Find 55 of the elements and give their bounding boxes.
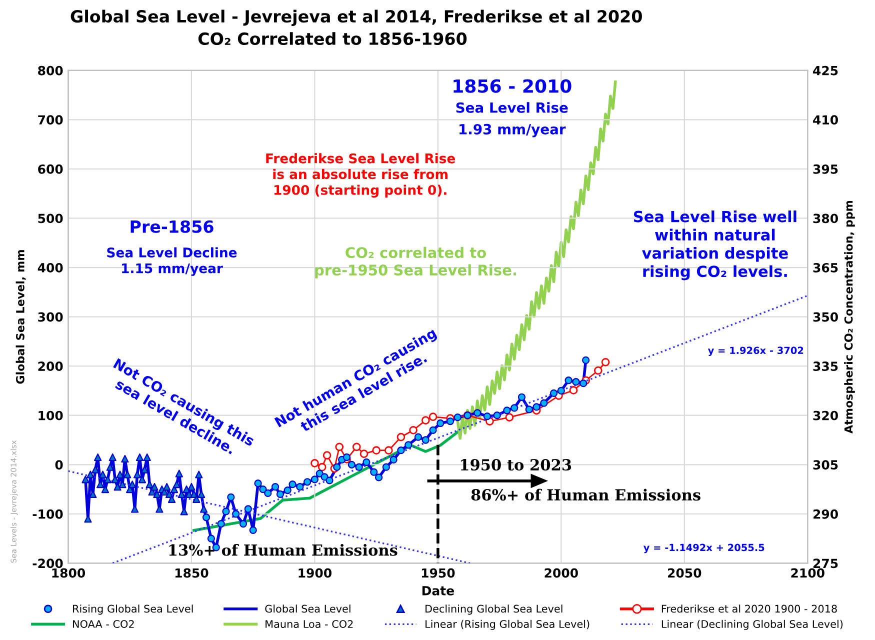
- annotation: Sea Level Decline 1.15 mm/year: [107, 247, 237, 276]
- y-tick-label: 0: [55, 460, 63, 470]
- legend-label: Linear (Rising Global Sea Level): [426, 620, 590, 630]
- y2-tick-label: 395: [813, 164, 838, 174]
- x-tick-label: 2000: [544, 568, 578, 578]
- y2-axis-title: Atmospheric CO₂ Concentration, ppm: [844, 200, 855, 434]
- y2-tick-label: 290: [813, 509, 838, 519]
- y2-tick-label: 410: [813, 115, 838, 125]
- x-tick-label: 2050: [668, 568, 702, 578]
- y-tick-label: 100: [38, 410, 63, 420]
- y-tick-label: 300: [38, 312, 63, 322]
- x-tick-label: 1900: [298, 568, 332, 578]
- annotation: Sea Level Rise well within natural variation despite rising CO₂ levels.: [634, 210, 796, 280]
- y-tick-label: -200: [32, 558, 63, 568]
- y-tick-label: 400: [38, 262, 63, 272]
- y2-tick-label: 380: [813, 214, 838, 224]
- annotation: 13%+ of Human Emissions: [169, 544, 398, 556]
- annotation: 1856 - 2010: [454, 79, 572, 93]
- y-axis-title: Global Sea Level, mm: [16, 250, 26, 384]
- y-tick-label: 200: [38, 362, 63, 372]
- y2-tick-label: 275: [813, 558, 838, 568]
- x-tick-label: 1850: [175, 568, 208, 578]
- x-tick-label: 2100: [791, 568, 824, 578]
- x-tick-label: 1950: [422, 568, 455, 578]
- y2-tick-label: 425: [813, 66, 838, 76]
- chart-subtitle: CO₂ Correlated to 1856-1960: [198, 32, 467, 46]
- annotation: Sea Level Rise: [456, 102, 568, 113]
- legend-label: Frederikse et al 2020 1900 - 2018: [662, 604, 837, 613]
- annotation: 86%+ of Human Emissions: [471, 488, 700, 501]
- legend-label: Global Sea Level: [265, 604, 350, 613]
- annotation: Pre-1856: [130, 220, 214, 233]
- y2-tick-label: 365: [813, 262, 838, 272]
- y2-tick-label: 335: [813, 362, 838, 372]
- y2-tick-label: 320: [813, 410, 838, 420]
- y-tick-label: 600: [38, 164, 63, 174]
- annotation: CO₂ correlated to pre-1950 Sea Level Rise.: [315, 246, 516, 278]
- legend-label: NOAA - CO2: [73, 620, 134, 628]
- y2-tick-label: 305: [813, 460, 838, 470]
- legend-label: Mauna Loa - CO2: [266, 620, 353, 628]
- annotation: 1950 to 2023: [460, 458, 572, 471]
- legend-label: Rising Global Sea Level: [73, 604, 193, 615]
- chart-title: Global Sea Level - Jevrejeva et al 2014, Frederikse et al 2020: [70, 10, 642, 26]
- x-axis-title: Date: [422, 586, 454, 596]
- y-tick-label: 700: [38, 115, 63, 125]
- x-tick-label: 1800: [52, 568, 86, 578]
- legend-label: Declining Global Sea Level: [426, 604, 562, 615]
- y-tick-label: 500: [38, 214, 63, 224]
- y-tick-label: 800: [38, 66, 63, 76]
- annotation: y = -1.1492x + 2055.5: [643, 544, 764, 554]
- y2-tick-label: 350: [813, 312, 838, 322]
- legend-label: Linear (Declining Global Sea Level): [662, 620, 843, 630]
- annotation: Frederikse Sea Level Rise is an absolute rise from 1900 (starting point 0).: [266, 153, 456, 198]
- annotation: y = 1.926x - 3702: [708, 346, 804, 356]
- annotation: 1.93 mm/year: [460, 124, 566, 138]
- y-tick-label: -100: [32, 509, 63, 519]
